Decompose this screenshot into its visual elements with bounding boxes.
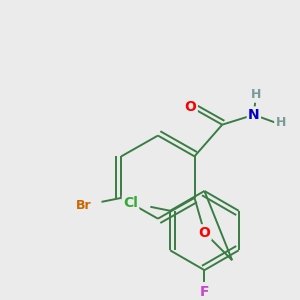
Text: F: F [200,285,209,299]
Text: N: N [248,108,260,122]
Text: H: H [251,88,261,101]
Text: O: O [199,226,210,239]
Text: Br: Br [76,199,92,212]
Text: Cl: Cl [123,196,138,210]
Text: O: O [184,100,196,114]
Text: H: H [275,116,286,129]
